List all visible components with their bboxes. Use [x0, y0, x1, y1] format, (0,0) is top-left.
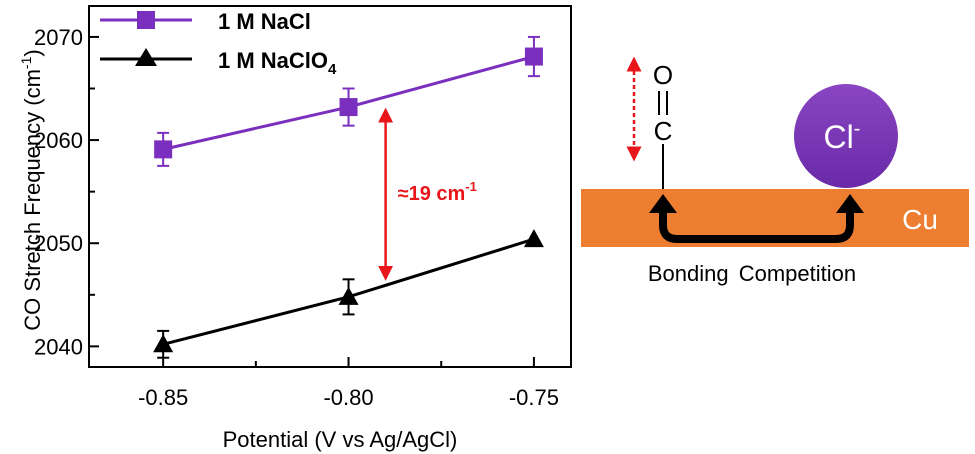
difference-annotation-unit-superscript: -1	[465, 179, 477, 194]
legend-item-naclo4: 1 M NaClO4	[100, 48, 337, 78]
x-tick-label: -0.80	[323, 385, 373, 410]
y-axis-label-close: )	[20, 49, 45, 56]
chloride-ion-charge: -	[854, 118, 861, 140]
y-axis-label: CO Stretch Frequency (cm-1)	[18, 49, 45, 330]
chloride-ion-symbol: Cl	[824, 119, 854, 155]
y-axis-label-superscript: -1	[18, 56, 34, 69]
bonding-competition-caption: Bonding Competition	[648, 261, 856, 286]
x-tick-label: -0.85	[138, 385, 188, 410]
chloride-ion	[794, 84, 898, 188]
series-layer	[153, 35, 544, 359]
series-nacl	[154, 35, 543, 167]
legend: 1 M NaCl 1 M NaClO4	[100, 9, 337, 78]
co-carbon-atom: C	[654, 116, 673, 146]
chloride-ion-label: Cl-	[824, 118, 861, 155]
y-tick-label: 2040	[34, 334, 83, 359]
series-naclo4	[153, 229, 544, 359]
data-point-square	[339, 98, 358, 117]
y-tick-label: 2050	[34, 231, 83, 256]
data-point-triangle	[153, 334, 174, 353]
data-point-triangle	[523, 229, 544, 248]
legend-marker-triangle	[135, 48, 157, 66]
y-axis-ticks: 2040 2050 2060 2070	[34, 25, 99, 359]
legend-label-naclo4: 1 M NaClO4	[218, 48, 337, 78]
bonding-schematic: Cu Cl- O C Bonding Competition	[581, 56, 969, 286]
x-axis-ticks: -0.85 -0.80 -0.75	[138, 357, 559, 410]
legend-label-nacl: 1 M NaCl	[218, 9, 311, 34]
legend-label-naclo4-subscript: 4	[328, 61, 337, 78]
arrowhead-to-chloride	[836, 194, 864, 213]
y-tick-label: 2060	[34, 128, 83, 153]
y-tick-label: 2070	[34, 25, 83, 50]
data-point-triangle	[338, 286, 359, 305]
x-axis-label: Potential (V vs Ag/AgCl)	[223, 427, 458, 452]
legend-label-naclo4-main: 1 M NaClO	[218, 48, 328, 73]
arrowhead-to-co	[649, 194, 677, 213]
data-point-square	[154, 140, 173, 159]
data-point-square	[524, 47, 543, 66]
x-tick-label: -0.75	[509, 385, 559, 410]
legend-marker-square	[137, 11, 155, 29]
difference-annotation: ≈19 cm-1	[398, 179, 477, 205]
y-axis-label-main: CO Stretch Frequency (cm	[20, 69, 45, 331]
legend-item-nacl: 1 M NaCl	[100, 9, 311, 34]
bonding-competition-arrow	[659, 210, 854, 243]
plot-frame	[88, 5, 572, 368]
co-oxygen-atom: O	[653, 60, 673, 90]
cu-label: Cu	[902, 204, 938, 235]
difference-annotation-value: ≈19 cm	[398, 183, 466, 205]
